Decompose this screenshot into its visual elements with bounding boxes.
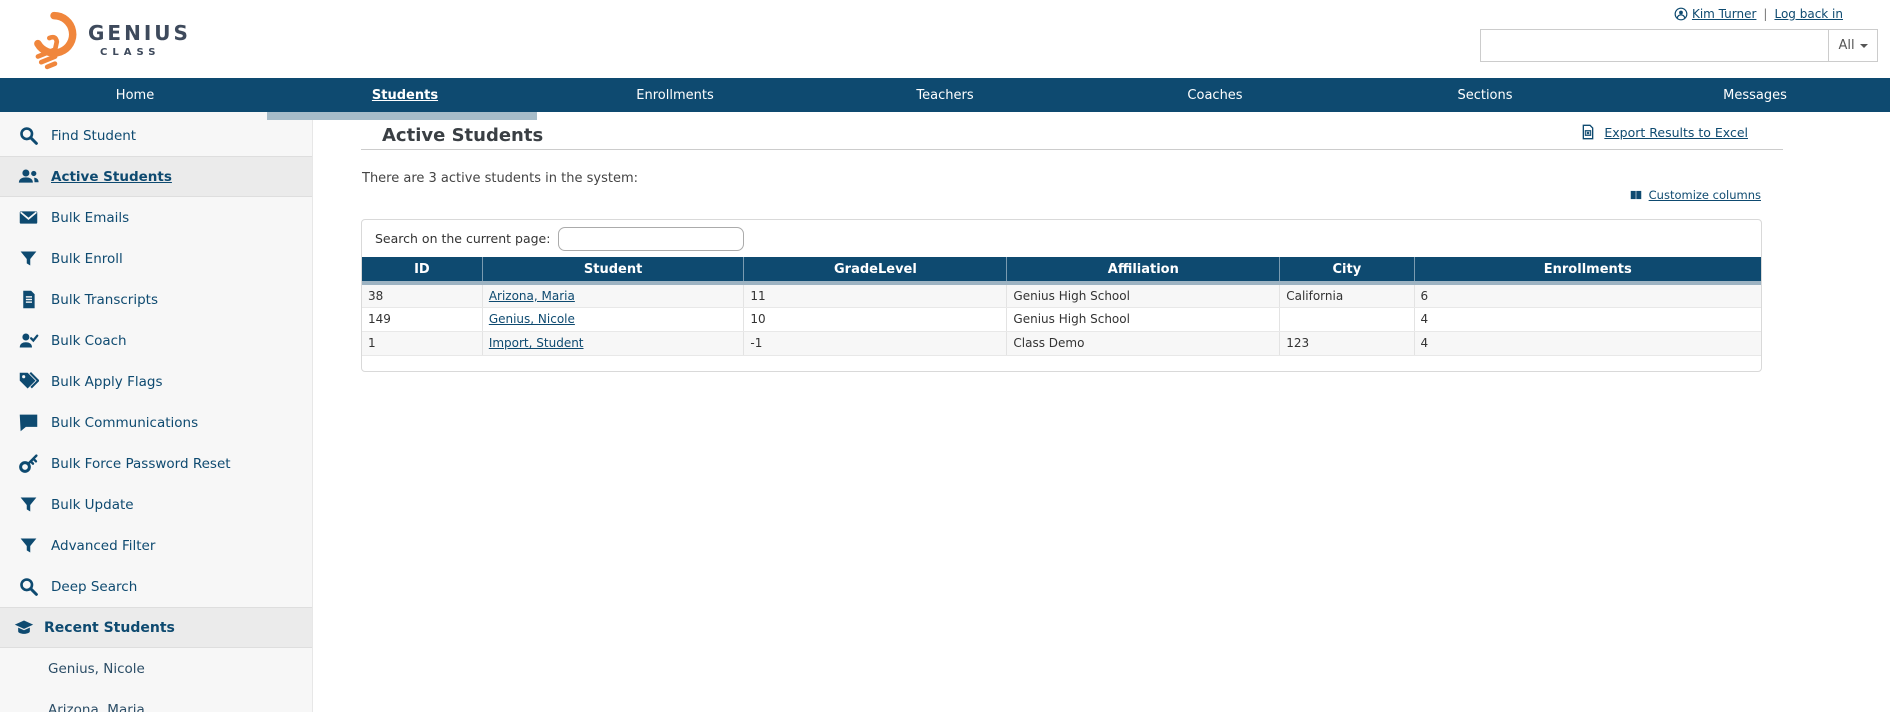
cell-id: 38 bbox=[362, 283, 483, 308]
main-content: Active Students Export Results to Excel … bbox=[313, 112, 1890, 712]
top-header: GENIUS CLASS Kim Turner | Log back in Al… bbox=[0, 0, 1890, 78]
column-header-gradelevel[interactable]: GradeLevel bbox=[743, 257, 1007, 285]
table-row: 1 Import, Student -1 Class Demo 123 4 bbox=[362, 331, 1761, 356]
separator: | bbox=[1763, 7, 1768, 21]
sidebar-item-bulk-transcripts[interactable]: Bulk Transcripts bbox=[0, 279, 312, 320]
cell-city: 123 bbox=[1279, 331, 1415, 356]
tab-enrollments[interactable]: Enrollments bbox=[636, 87, 714, 103]
sidebar-item-deep-search[interactable]: Deep Search bbox=[0, 566, 312, 607]
user-check-icon bbox=[19, 333, 39, 348]
user-profile-link[interactable]: Kim Turner bbox=[1674, 7, 1756, 21]
title-divider bbox=[361, 149, 1783, 150]
cell-enrollments: 6 bbox=[1413, 283, 1761, 308]
table-row: 149 Genius, Nicole 10 Genius High School… bbox=[362, 307, 1761, 332]
column-header-city[interactable]: City bbox=[1279, 257, 1415, 285]
page-search-row: Search on the current page: bbox=[362, 220, 1761, 257]
tab-sections[interactable]: Sections bbox=[1457, 87, 1513, 103]
students-table-panel: Search on the current page: ID Student G… bbox=[361, 219, 1762, 372]
cell-gradelevel: 10 bbox=[743, 307, 1007, 332]
recent-student-arizona-maria[interactable]: Arizona, Maria bbox=[48, 701, 145, 712]
user-circle-icon bbox=[1674, 7, 1688, 21]
students-table: ID Student GradeLevel Affiliation City E… bbox=[362, 257, 1761, 356]
cell-affiliation: Genius High School bbox=[1006, 283, 1280, 308]
graduation-cap-icon bbox=[14, 620, 34, 634]
search-icon bbox=[20, 127, 38, 145]
cell-gradelevel: -1 bbox=[743, 331, 1007, 356]
search-scope-value: All bbox=[1838, 38, 1855, 53]
student-link[interactable]: Import, Student bbox=[488, 336, 584, 350]
page-title: Active Students bbox=[382, 125, 544, 146]
column-header-enrollments[interactable]: Enrollments bbox=[1413, 257, 1761, 285]
cell-id: 149 bbox=[362, 307, 483, 332]
excel-file-icon bbox=[1583, 124, 1594, 140]
student-link[interactable]: Genius, Nicole bbox=[488, 312, 575, 326]
document-icon bbox=[23, 290, 35, 309]
key-icon bbox=[19, 454, 38, 473]
main-navbar: Home Students Enrollments Teachers Coach… bbox=[0, 78, 1890, 112]
sidebar: Find Student Active Students Bulk Emails… bbox=[0, 112, 313, 712]
column-header-affiliation[interactable]: Affiliation bbox=[1006, 257, 1280, 285]
column-header-id[interactable]: ID bbox=[362, 257, 483, 285]
table-header-row: ID Student GradeLevel Affiliation City E… bbox=[362, 257, 1761, 285]
global-search-input[interactable] bbox=[1480, 29, 1828, 62]
envelope-icon bbox=[19, 211, 38, 224]
tab-home[interactable]: Home bbox=[115, 87, 155, 103]
sidebar-item-bulk-apply-flags[interactable]: Bulk Apply Flags bbox=[0, 361, 312, 402]
column-header-student[interactable]: Student bbox=[481, 257, 744, 285]
sidebar-item-find-student[interactable]: Find Student bbox=[0, 115, 312, 156]
sidebar-item-bulk-update[interactable]: Bulk Update bbox=[0, 484, 312, 525]
tab-students[interactable]: Students bbox=[371, 87, 439, 103]
global-search: All bbox=[1480, 29, 1878, 62]
users-icon bbox=[18, 169, 39, 183]
user-name: Kim Turner bbox=[1691, 7, 1757, 21]
brand-subtitle: CLASS bbox=[100, 46, 161, 58]
cell-enrollments: 4 bbox=[1413, 331, 1761, 356]
cell-affiliation: Class Demo bbox=[1006, 331, 1280, 356]
comment-icon bbox=[19, 414, 38, 432]
customize-columns-link[interactable]: Customize columns bbox=[1629, 188, 1761, 202]
recent-student-genius-nicole[interactable]: Genius, Nicole bbox=[48, 660, 145, 677]
export-to-excel-link[interactable]: Export Results to Excel bbox=[1580, 124, 1748, 140]
sidebar-section-recent-students: Recent Students bbox=[0, 607, 312, 648]
chevron-down-icon bbox=[1859, 43, 1868, 48]
cell-city: California bbox=[1279, 283, 1415, 308]
filter-icon bbox=[20, 251, 37, 266]
sidebar-item-bulk-force-password-reset[interactable]: Bulk Force Password Reset bbox=[0, 443, 312, 484]
sidebar-item-bulk-enroll[interactable]: Bulk Enroll bbox=[0, 238, 312, 279]
sidebar-item-bulk-emails[interactable]: Bulk Emails bbox=[0, 197, 312, 238]
lightbulb-logo-icon bbox=[34, 11, 77, 70]
brand-logo[interactable]: GENIUS CLASS bbox=[26, 8, 191, 70]
filter-icon bbox=[20, 497, 37, 512]
page-search-input[interactable] bbox=[558, 226, 745, 251]
sidebar-item-bulk-communications[interactable]: Bulk Communications bbox=[0, 402, 312, 443]
cell-affiliation: Genius High School bbox=[1006, 307, 1280, 332]
table-row: 38 Arizona, Maria 11 Genius High School … bbox=[362, 283, 1761, 308]
sidebar-item-active-students[interactable]: Active Students bbox=[0, 156, 312, 197]
cell-gradelevel: 11 bbox=[743, 283, 1007, 308]
filter-icon bbox=[20, 538, 37, 553]
search-scope-dropdown[interactable]: All bbox=[1828, 29, 1878, 62]
active-tab-indicator bbox=[267, 112, 537, 120]
cell-id: 1 bbox=[362, 331, 483, 356]
search-icon bbox=[20, 578, 38, 596]
columns-icon bbox=[1630, 190, 1641, 200]
active-students-count-text: There are 3 active students in the syste… bbox=[362, 171, 639, 186]
sidebar-item-bulk-coach[interactable]: Bulk Coach bbox=[0, 320, 312, 361]
student-link[interactable]: Arizona, Maria bbox=[488, 288, 575, 303]
tab-messages[interactable]: Messages bbox=[1723, 87, 1787, 103]
log-back-in-link[interactable]: Log back in bbox=[1774, 7, 1843, 21]
account-links: Kim Turner | Log back in bbox=[1674, 7, 1843, 21]
tags-icon bbox=[19, 372, 39, 389]
brand-name: GENIUS bbox=[88, 20, 191, 45]
brand-wordmark: GENIUS CLASS bbox=[88, 21, 191, 58]
sidebar-item-advanced-filter[interactable]: Advanced Filter bbox=[0, 525, 312, 566]
cell-enrollments: 4 bbox=[1413, 307, 1761, 332]
tab-coaches[interactable]: Coaches bbox=[1187, 87, 1243, 103]
page-search-label: Search on the current page: bbox=[375, 231, 551, 246]
tab-teachers[interactable]: Teachers bbox=[916, 87, 974, 103]
cell-city bbox=[1279, 307, 1415, 332]
